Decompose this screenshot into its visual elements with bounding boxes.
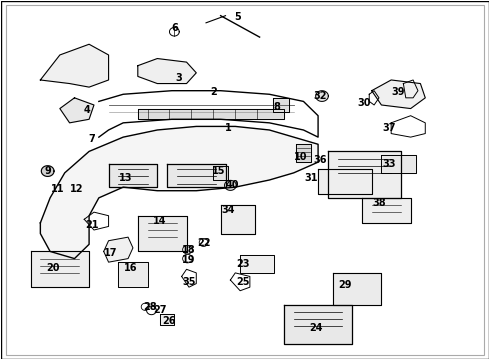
Polygon shape: [362, 198, 411, 223]
Polygon shape: [296, 144, 311, 162]
Polygon shape: [40, 126, 318, 258]
Text: 32: 32: [314, 91, 327, 101]
Polygon shape: [381, 155, 416, 173]
Polygon shape: [40, 44, 109, 87]
Text: 18: 18: [182, 245, 196, 255]
Polygon shape: [138, 109, 284, 119]
Text: 6: 6: [171, 23, 178, 33]
Text: 24: 24: [309, 323, 322, 333]
Text: 25: 25: [236, 277, 249, 287]
Text: 2: 2: [210, 87, 217, 98]
Text: 29: 29: [338, 280, 352, 291]
Text: 39: 39: [392, 87, 405, 98]
Text: 22: 22: [197, 238, 210, 248]
Polygon shape: [104, 237, 133, 262]
Text: 5: 5: [234, 13, 241, 22]
Polygon shape: [284, 305, 352, 344]
Text: 21: 21: [85, 220, 98, 230]
Text: 1: 1: [224, 123, 231, 133]
Text: 16: 16: [124, 262, 137, 273]
Text: 12: 12: [70, 184, 84, 194]
Polygon shape: [316, 91, 328, 102]
Text: 9: 9: [44, 166, 51, 176]
Text: 35: 35: [182, 277, 196, 287]
Polygon shape: [318, 169, 372, 194]
Text: 31: 31: [304, 173, 318, 183]
Text: 8: 8: [273, 102, 280, 112]
Text: 40: 40: [226, 180, 240, 190]
Polygon shape: [167, 164, 225, 187]
Text: 13: 13: [119, 173, 132, 183]
Text: 36: 36: [314, 156, 327, 165]
Polygon shape: [109, 164, 157, 187]
Polygon shape: [240, 255, 274, 273]
Text: 26: 26: [163, 316, 176, 326]
Text: 38: 38: [372, 198, 386, 208]
Polygon shape: [328, 152, 401, 198]
Polygon shape: [138, 216, 187, 251]
Text: 10: 10: [294, 152, 308, 162]
Polygon shape: [213, 166, 228, 180]
Text: 17: 17: [104, 248, 118, 258]
Text: 15: 15: [212, 166, 225, 176]
Polygon shape: [118, 262, 147, 287]
Text: 27: 27: [153, 305, 167, 315]
Text: 23: 23: [236, 259, 249, 269]
Text: 19: 19: [182, 255, 196, 265]
Polygon shape: [41, 166, 54, 176]
Polygon shape: [160, 314, 174, 325]
Polygon shape: [60, 98, 94, 123]
Polygon shape: [224, 180, 236, 190]
Text: 33: 33: [382, 159, 395, 169]
Text: 30: 30: [358, 98, 371, 108]
Polygon shape: [372, 80, 425, 109]
Text: 28: 28: [143, 302, 157, 312]
Polygon shape: [220, 205, 255, 234]
Polygon shape: [138, 59, 196, 84]
Text: 20: 20: [46, 262, 59, 273]
Text: 11: 11: [50, 184, 64, 194]
Polygon shape: [30, 251, 89, 287]
Text: 37: 37: [382, 123, 395, 133]
Text: 14: 14: [153, 216, 167, 226]
Text: 4: 4: [83, 105, 90, 115]
Text: 34: 34: [221, 205, 235, 215]
Text: 3: 3: [176, 73, 183, 83]
Text: 7: 7: [88, 134, 95, 144]
Polygon shape: [273, 98, 289, 112]
Polygon shape: [333, 273, 381, 305]
